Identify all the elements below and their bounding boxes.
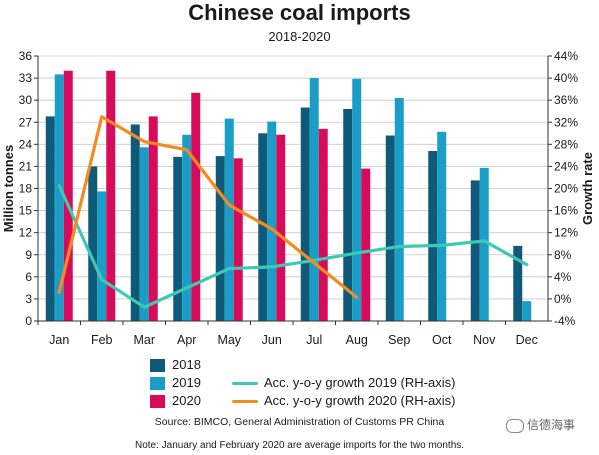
bar-2019-sep: [394, 97, 404, 321]
bar-2018-jun: [258, 133, 268, 321]
bar-2019-apr: [182, 134, 192, 321]
bar-2019-oct: [437, 131, 447, 321]
bar-2019-may: [224, 118, 234, 321]
watermark-text: 信德海事: [527, 418, 576, 432]
y2-tick-label: 40%: [554, 71, 578, 85]
growth-line-2019: [57, 184, 529, 309]
bar-2018-mar: [130, 124, 140, 321]
bar-2018-nov: [470, 180, 480, 321]
y2-tick-label: 8%: [554, 248, 572, 262]
x-tick-label-dec: Dec: [516, 333, 538, 347]
bar-2020-jun: [276, 134, 286, 321]
growth-line-2020: [57, 115, 359, 299]
chart-title: Chinese coal imports: [188, 0, 411, 25]
bar-2019-dec: [522, 301, 532, 321]
note-text: Note: January and February 2020 are aver…: [134, 440, 465, 451]
legend-swatch-2020: [150, 395, 165, 408]
x-tick-label-jul: Jul: [306, 333, 322, 347]
y2-tick-label: 20%: [554, 182, 578, 196]
y-tick-label: 30: [19, 93, 33, 107]
y2-tick-label: 24%: [554, 159, 578, 173]
legend-label-2019: 2019: [172, 375, 201, 390]
y2-tick-label: 0%: [554, 292, 572, 306]
y-tick-label: 18: [19, 182, 33, 196]
bar-2019-jan: [54, 74, 64, 322]
bar-2018-dec: [513, 245, 523, 321]
bar-2018-feb: [88, 166, 98, 321]
legend-line-growth-2019: [232, 382, 258, 385]
bar-2019-mar: [139, 147, 149, 321]
legend-label-2018: 2018: [172, 357, 201, 372]
bar-2019-aug: [352, 78, 362, 321]
y2-tick-label: 28%: [554, 137, 578, 151]
y-tick-label: 12: [19, 226, 33, 240]
bar-2018-apr: [173, 156, 183, 321]
y-tick-label: 24: [19, 137, 33, 151]
bar-2019-nov: [479, 167, 489, 321]
bar-2019-jul: [309, 78, 319, 321]
bar-2018-jul: [300, 107, 310, 322]
x-tick-label-aug: Aug: [346, 333, 368, 347]
bar-2018-sep: [385, 135, 395, 321]
bar-2018-jan: [45, 116, 55, 321]
watermark: 信德海事: [506, 416, 575, 433]
x-tick-label-oct: Oct: [432, 333, 452, 347]
legend-swatch-2019: [150, 377, 165, 390]
x-tick-label-jun: Jun: [262, 333, 282, 347]
y-tick-label: 15: [19, 204, 33, 218]
y-tick-label: 6: [25, 270, 32, 284]
y2-tick-label: 12%: [554, 226, 578, 240]
x-tick-label-mar: Mar: [133, 333, 155, 347]
bar-2020-may: [233, 158, 243, 321]
bar-2018-may: [215, 156, 225, 321]
x-tick-label-may: May: [217, 333, 241, 347]
bar-2020-jul: [318, 128, 328, 321]
x-tick-label-jan: Jan: [49, 333, 69, 347]
bar-2018-aug: [343, 109, 353, 321]
y-tick-label: 33: [19, 71, 33, 85]
y2-axis-title: Growth rate: [580, 152, 595, 225]
y-tick-label: 27: [19, 115, 33, 129]
bar-2019-feb: [97, 191, 107, 321]
legend-label-2020: 2020: [172, 393, 201, 408]
source-text: Source: BIMCO, General Administration of…: [154, 416, 445, 428]
y2-tick-label: -4%: [554, 314, 576, 328]
y2-tick-label: 32%: [554, 115, 578, 129]
y-tick-label: 36: [19, 49, 33, 63]
bar-2020-apr: [191, 92, 201, 321]
x-tick-label-sep: Sep: [388, 333, 410, 347]
bar-2020-feb: [106, 70, 116, 321]
legend-line-growth-2020: [232, 400, 258, 403]
x-tick-label-apr: Apr: [177, 333, 196, 347]
y-axis-title: Million tonnes: [1, 145, 16, 232]
y2-tick-label: 44%: [554, 49, 578, 63]
y-tick-label: 0: [25, 314, 32, 328]
chart-subtitle: 2018-2020: [268, 29, 331, 44]
y-tick-label: 21: [19, 159, 33, 173]
bar-2020-mar: [148, 116, 158, 321]
y2-tick-label: 36%: [554, 93, 578, 107]
bar-2019-jun: [267, 121, 277, 321]
x-tick-label-nov: Nov: [473, 333, 496, 347]
legend-swatch-2018: [150, 359, 165, 372]
bar-2018-oct: [428, 150, 438, 321]
y-tick-label: 3: [25, 292, 32, 306]
x-tick-label-feb: Feb: [91, 333, 113, 347]
y2-tick-label: 4%: [554, 270, 572, 284]
y-tick-label: 9: [25, 248, 32, 262]
wechat-icon: [506, 418, 524, 433]
bar-2020-jan: [63, 70, 73, 321]
y2-tick-label: 16%: [554, 204, 578, 218]
legend-label-growth-2019: Acc. y-o-y growth 2019 (RH-axis): [264, 375, 456, 390]
bar-2020-aug: [361, 168, 371, 321]
legend-label-growth-2020: Acc. y-o-y growth 2020 (RH-axis): [264, 393, 456, 408]
